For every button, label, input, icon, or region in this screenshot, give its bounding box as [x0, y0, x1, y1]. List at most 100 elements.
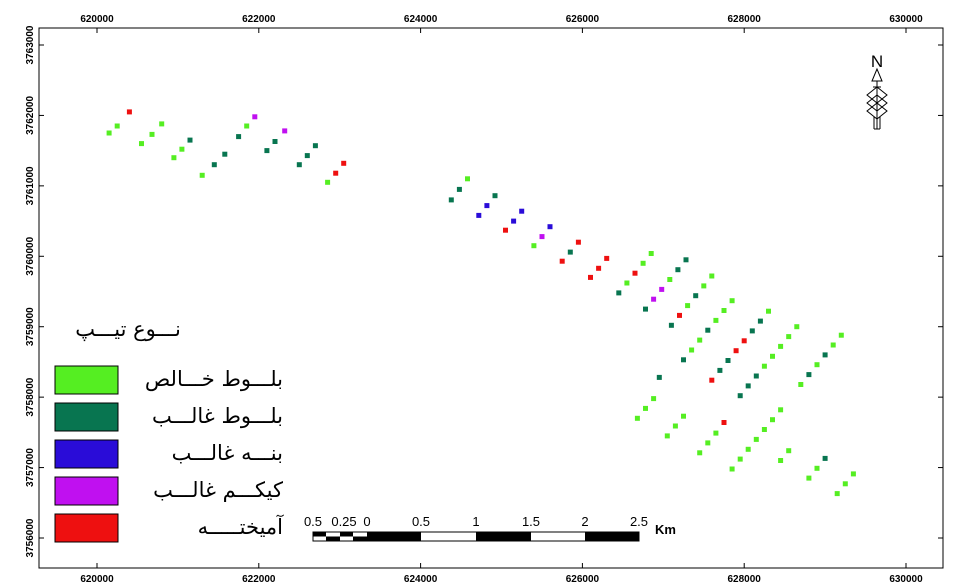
- plot-point-oak-dominant: [745, 383, 751, 389]
- plot-point-oak-dominant: [705, 327, 711, 333]
- plot-point-maple-dominant: [651, 296, 657, 302]
- plot-point-oak-dominant: [304, 153, 310, 159]
- plot-point-maple-dominant: [252, 114, 258, 120]
- plot-point-pure-oak: [149, 131, 155, 137]
- x-tick-label-top: 620000: [80, 14, 114, 25]
- legend-label-pure-oak: بلـــوط خـــالص: [145, 367, 283, 392]
- legend-label-pistachio-dominant: بنـــه غالـــب: [172, 441, 283, 465]
- plot-point-pure-oak: [685, 303, 691, 309]
- legend-swatch-pistachio-dominant: [54, 439, 119, 469]
- plot-point-pure-oak: [778, 343, 784, 349]
- plot-point-maple-dominant: [282, 128, 288, 134]
- y-tick-label-left: 3762000: [25, 96, 36, 135]
- plot-point-mixed: [721, 420, 727, 425]
- plot-point-mixed: [575, 239, 581, 245]
- plot-point-pure-oak: [701, 283, 707, 289]
- plot-point-mixed: [126, 109, 132, 115]
- y-tick-label-left: 3761000: [25, 166, 36, 205]
- plot-point-pure-oak: [838, 332, 844, 338]
- plot-point-pure-oak: [753, 436, 759, 442]
- scale-unit: Km: [655, 522, 676, 537]
- plot-point-pure-oak: [778, 407, 784, 413]
- legend-swatch-pure-oak: [54, 365, 119, 395]
- plot-point-mixed: [341, 160, 347, 166]
- plot-point-pure-oak: [667, 277, 673, 282]
- plot-point-pure-oak: [794, 324, 800, 330]
- plot-point-oak-dominant: [448, 197, 454, 203]
- legend-swatch-oak-dominant: [54, 402, 119, 432]
- plot-point-pure-oak: [761, 427, 767, 432]
- plot-point-pure-oak: [766, 308, 771, 314]
- plot-point-mixed: [596, 265, 602, 271]
- plot-point-pure-oak: [729, 298, 735, 304]
- plot-point-mixed: [333, 170, 339, 176]
- legend-swatch-maple-dominant: [54, 476, 119, 506]
- plot-point-pure-oak: [778, 458, 784, 463]
- plot-point-oak-dominant: [492, 193, 498, 199]
- plot-point-mixed: [604, 255, 610, 261]
- x-tick-label-top: 624000: [404, 14, 438, 25]
- plot-point-mixed: [709, 377, 715, 383]
- plot-point-oak-dominant: [753, 373, 759, 379]
- plot-point-pure-oak: [737, 456, 743, 462]
- sample-plots: [106, 109, 856, 497]
- plot-point-pure-oak: [640, 260, 646, 266]
- plot-point-pistachio-dominant: [476, 212, 482, 218]
- legend-label-maple-dominant: كيكـــم غالـــب: [153, 478, 283, 503]
- plot-point-pure-oak: [651, 396, 657, 402]
- plot-point-pure-oak: [465, 176, 470, 182]
- north-arrow-icon: [866, 67, 888, 130]
- y-tick-label-left: 3759000: [25, 307, 36, 346]
- scale-label: 2: [581, 514, 588, 529]
- plot-point-mixed: [503, 227, 508, 233]
- plot-point-pure-oak: [842, 481, 848, 487]
- legend-title: نـــوع تيـــپ: [75, 317, 181, 342]
- plot-point-pure-oak: [244, 123, 250, 129]
- plot-point-oak-dominant: [616, 290, 622, 296]
- scale-bar: 0.5 0.25 0 0.5 1 1.5 2 2.5 Km: [304, 514, 676, 542]
- plot-point-mixed: [632, 270, 638, 276]
- plot-point-mixed: [588, 274, 593, 280]
- plot-point-mixed: [677, 312, 682, 318]
- y-axis-right: [938, 44, 943, 539]
- plot-point-pure-oak: [830, 342, 836, 348]
- plot-point-pure-oak: [634, 415, 640, 421]
- plot-point-pure-oak: [139, 141, 144, 147]
- plot-point-pistachio-dominant: [484, 203, 490, 209]
- plot-point-pistachio-dominant: [519, 208, 525, 214]
- plot-point-oak-dominant: [656, 374, 662, 380]
- x-tick-label-bottom: 622000: [242, 574, 276, 585]
- plot-point-oak-dominant: [675, 267, 681, 273]
- x-tick-label-top: 628000: [728, 14, 762, 25]
- plot-point-pure-oak: [786, 448, 792, 454]
- plot-point-pure-oak: [114, 123, 120, 129]
- x-tick-label-bottom: 624000: [404, 574, 438, 585]
- scale-label: 0.5: [304, 514, 322, 529]
- plot-point-pure-oak: [697, 337, 703, 343]
- plot-point-oak-dominant: [272, 139, 278, 144]
- plot-point-pure-oak: [531, 243, 537, 249]
- plot-point-oak-dominant: [668, 322, 674, 328]
- plot-point-oak-dominant: [749, 328, 755, 334]
- plot-point-pure-oak: [713, 317, 719, 323]
- plot-point-oak-dominant: [567, 249, 573, 255]
- scale-bar-segments: [312, 531, 640, 542]
- plot-point-pure-oak: [199, 172, 205, 178]
- plot-point-mixed: [559, 258, 565, 264]
- plot-point-oak-dominant: [717, 367, 723, 373]
- plot-point-pure-oak: [648, 251, 654, 256]
- plot-point-pure-oak: [325, 179, 331, 185]
- y-tick-label-left: 3756000: [25, 518, 36, 557]
- y-axis-left: 3763000 3762000 3761000 3760000 3759000 37580…: [25, 25, 44, 557]
- plot-point-pure-oak: [814, 465, 820, 471]
- plot-point-oak-dominant: [211, 162, 217, 168]
- scale-label: 0.25: [331, 514, 356, 529]
- scale-label: 1: [472, 514, 479, 529]
- plot-point-pure-oak: [850, 471, 856, 477]
- scale-label: 0: [363, 514, 370, 529]
- y-tick-label-left: 3763000: [25, 25, 36, 64]
- plot-point-pure-oak: [806, 475, 812, 481]
- plot-point-maple-dominant: [539, 234, 545, 240]
- plot-point-oak-dominant: [681, 357, 686, 363]
